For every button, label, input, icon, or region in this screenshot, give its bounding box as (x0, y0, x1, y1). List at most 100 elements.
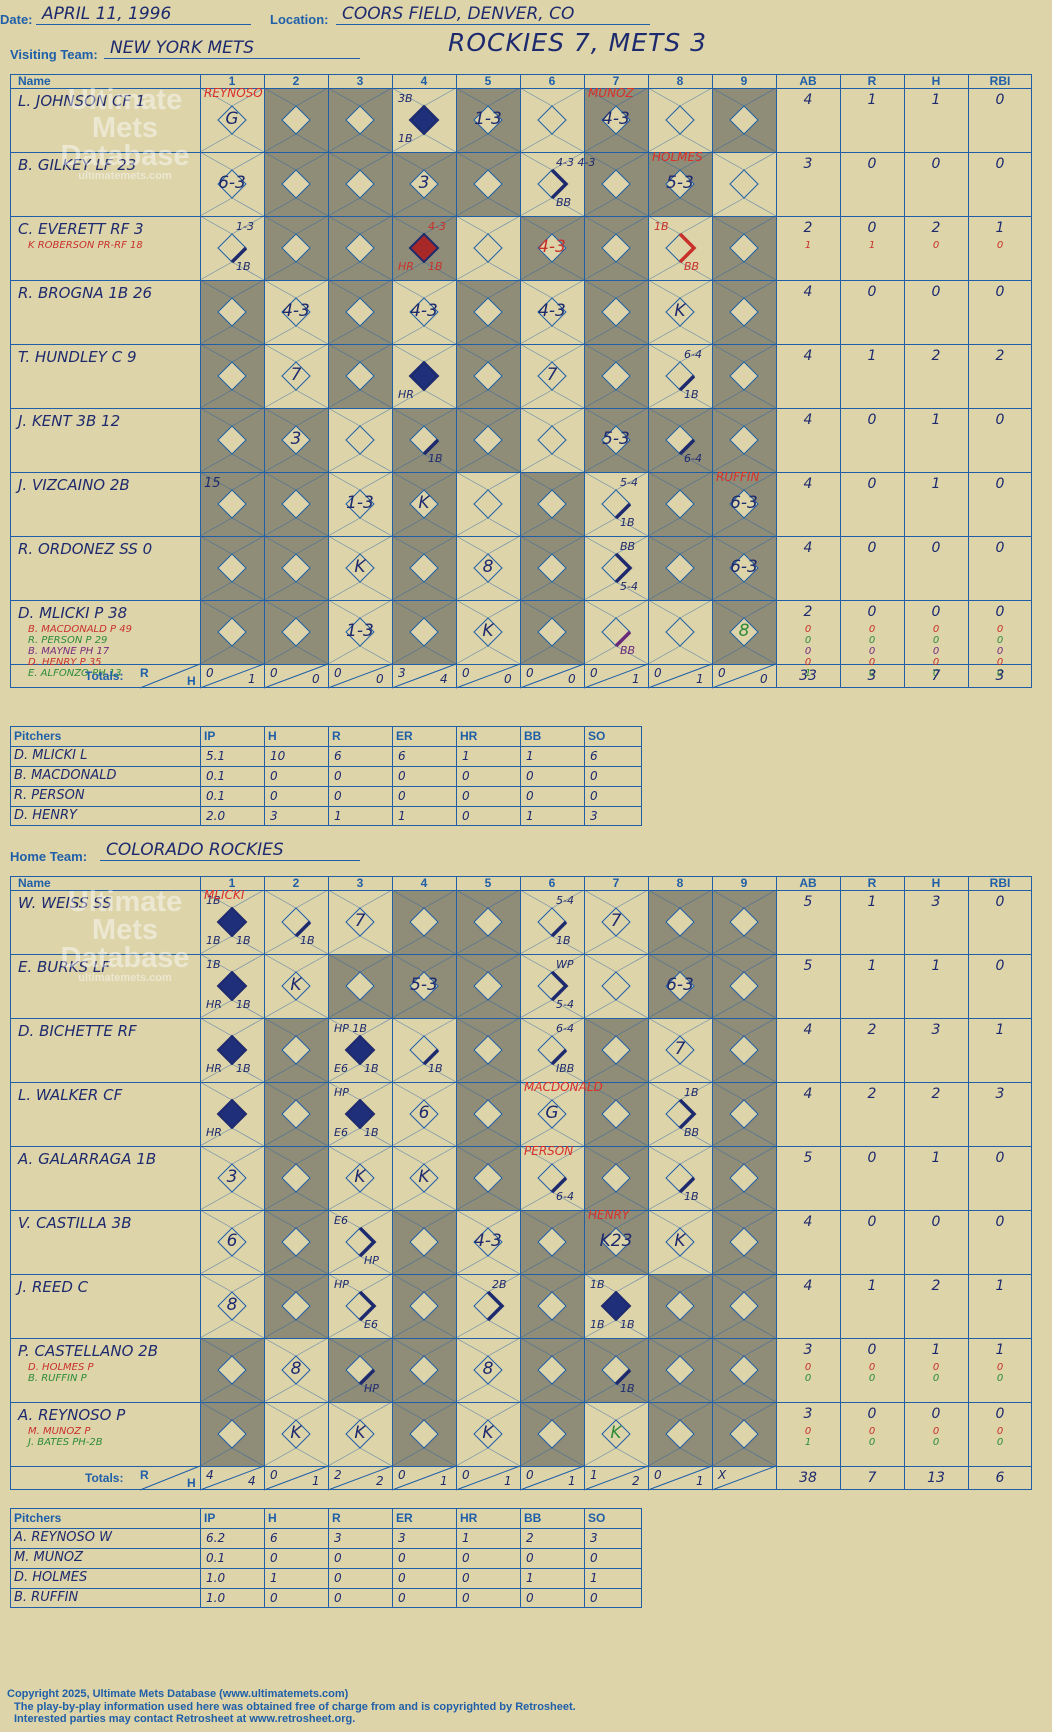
home-cell-guide (455, 1273, 489, 1293)
home-base-diamond (281, 907, 311, 937)
visitors-cell-guide (231, 389, 265, 409)
home-player-stat: 1 (867, 1278, 877, 1294)
visitors-cell-guide (679, 453, 713, 473)
home-cell-guide (583, 935, 617, 955)
visitors-cell-guide (231, 197, 265, 217)
home-base-diamond (217, 1163, 247, 1193)
home-cell-guide (519, 1401, 553, 1421)
visitors-basepath (550, 168, 569, 200)
home-cell-guide (391, 1319, 425, 1339)
home-cell-guide (263, 1145, 297, 1165)
home-cell-guide (263, 889, 297, 909)
home-base-diamond (537, 1355, 567, 1385)
home-base-note: HR (206, 1126, 222, 1139)
game-location: COORS FIELD, DENVER, CO (336, 4, 650, 25)
home-basepath (358, 1368, 376, 1386)
visitors-base-note: 6-4 (684, 452, 702, 465)
home-player-name: A. REYNOSO P (18, 1406, 126, 1424)
visitors-cell-guide (359, 133, 393, 153)
visitors-cell-guide (647, 645, 681, 665)
visitors-cell-guide (295, 133, 329, 153)
visitors-cell-guide (359, 279, 393, 299)
visitors-basepath (678, 438, 696, 456)
home-cell-guide (231, 935, 265, 955)
home-cell-guide (263, 1383, 297, 1403)
home-cell-guide (519, 953, 553, 973)
visitors-inning-hits: 4 (440, 672, 448, 686)
visitors-cell-guide (615, 471, 649, 491)
visitors-cell-guide (487, 471, 521, 491)
home-sub-stat: 0 (932, 1437, 940, 1448)
home-base-diamond (601, 1227, 631, 1257)
visitors-player-name: B. GILKEY LF 23 (18, 156, 137, 174)
home-player-stat: 3 (995, 1086, 1005, 1102)
visitors-inning-runs: 3 (398, 666, 406, 680)
visitors-base-note: BB (620, 644, 636, 657)
home-cell-guide (391, 1383, 425, 1403)
home-cell-guide (391, 1447, 425, 1467)
visitors-play-mark: 1-3 (346, 493, 374, 513)
home-base-note: WP (556, 958, 574, 971)
visitors-cell-guide (711, 343, 745, 363)
visitors-player-stat: 2 (995, 348, 1005, 364)
visitors-base-diamond (217, 617, 247, 647)
home-cell-guide (743, 1447, 777, 1467)
visitors-base-diamond (217, 553, 247, 583)
home-cell-guide (647, 953, 681, 973)
visitors-cell-guide (679, 407, 713, 427)
visitors-cell-guide (743, 581, 777, 601)
home-cell-guide (199, 1127, 233, 1147)
home-cell-guide (391, 1209, 425, 1229)
home-base-diamond (537, 1227, 567, 1257)
visitors-sub-stat: 0 (996, 657, 1004, 668)
home-pitcher-stat: 0 (398, 1591, 406, 1605)
game-title: ROCKIES 7, METS 3 (448, 28, 708, 57)
home-base-diamond (345, 971, 375, 1001)
visitors-col-stat: RBI (989, 74, 1011, 88)
home-play-mark: K23 (599, 1231, 633, 1251)
visitors-totals-label: Totals: (85, 669, 124, 683)
visitors-pitch-row-divider (10, 766, 642, 767)
home-run-scored-diamond (216, 906, 248, 938)
visitors-cell-guide (295, 261, 329, 281)
visitors-cell-guide (199, 599, 233, 619)
home-player-name: P. CASTELLANO 2B (18, 1342, 159, 1360)
home-cell-guide (647, 1255, 681, 1275)
visitors-pitch-row-divider (10, 806, 642, 807)
visitors-pitcher-stat: 1 (526, 809, 534, 823)
home-cell-guide (199, 935, 233, 955)
home-cell-guide (487, 1319, 521, 1339)
visitors-cell-guide (327, 279, 361, 299)
visitors-player-name: J. VIZCAINO 2B (18, 476, 130, 494)
home-base-diamond (537, 971, 567, 1001)
visitors-totals-slash (711, 663, 777, 689)
home-base-diamond (281, 971, 311, 1001)
visitors-row-divider (10, 280, 1032, 281)
visitors-cell-guide (519, 471, 553, 491)
visitors-player-stat: 0 (931, 604, 941, 620)
home-sub-stat: 1 (804, 1437, 812, 1448)
visitors-cell-guide (423, 471, 457, 491)
visitors-cell-guide (391, 535, 425, 555)
visitors-sub-stat: 0 (804, 657, 812, 668)
home-cell-guide (647, 1145, 681, 1165)
visitors-play-mark: 7 (546, 365, 558, 385)
home-pitcher-stat: 0 (462, 1591, 470, 1605)
home-pitch-col-divider (520, 1508, 521, 1608)
home-inning-runs: 0 (398, 1468, 406, 1482)
home-base-diamond (665, 907, 695, 937)
visitors-pitch-col-stat: BB (524, 729, 542, 743)
home-base-note: 1B (590, 1278, 605, 1291)
visitors-cell-guide (327, 407, 361, 427)
home-cell-guide (711, 1383, 745, 1403)
visitors-cell-guide (295, 389, 329, 409)
visitors-inning-runs: 0 (334, 666, 342, 680)
home-base-note: E6 (334, 1214, 348, 1227)
visitors-cell-guide (679, 215, 713, 235)
home-cell-guide (359, 1145, 393, 1165)
visitors-pitch-col-divider (200, 726, 201, 826)
home-player-stat: 4 (803, 1086, 813, 1102)
home-inning-runs: 0 (462, 1468, 470, 1482)
home-cell-guide (295, 1191, 329, 1211)
